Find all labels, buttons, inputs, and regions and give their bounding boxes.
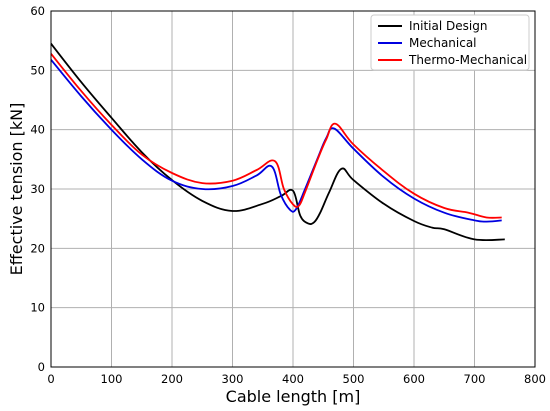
x-tick-label: 400 — [282, 372, 304, 386]
y-tick-label: 20 — [30, 241, 45, 255]
x-tick-label: 100 — [101, 372, 123, 386]
legend-box — [370, 14, 530, 71]
y-tick-label: 0 — [38, 360, 45, 374]
y-tick-label: 50 — [30, 63, 45, 77]
x-tick-label: 700 — [464, 372, 486, 386]
y-tick-label: 60 — [30, 4, 45, 18]
x-tick-label: 0 — [47, 372, 54, 386]
series-line-0 — [50, 43, 505, 242]
legend-label: Initial Design — [409, 19, 487, 33]
y-tick-label: 10 — [30, 301, 45, 315]
x-tick-label: 600 — [403, 372, 425, 386]
x-tick-label: 300 — [222, 372, 244, 386]
axis-ticks: 0 100 200 300 400 500 600 700 800 0 10 20 30 40 50 60 — [30, 4, 546, 386]
x-tick-label: 200 — [161, 372, 183, 386]
series-lines — [50, 43, 505, 242]
y-tick-label: 40 — [30, 123, 45, 137]
series-line-1 — [50, 59, 502, 223]
y-tick-label: 30 — [30, 182, 45, 196]
legend: Initial Design Mechanical Thermo-Mechanica… — [370, 14, 530, 71]
x-tick-label: 800 — [524, 372, 546, 386]
y-axis-title: Effective tension [kN] — [7, 103, 26, 276]
legend-label: Thermo-Mechanical — [408, 53, 527, 67]
series-line-2 — [50, 53, 502, 219]
x-axis-title: Cable length [m] — [226, 387, 361, 406]
legend-label: Mechanical — [409, 36, 477, 50]
plot-frame — [50, 10, 536, 368]
x-tick-label: 500 — [343, 372, 365, 386]
